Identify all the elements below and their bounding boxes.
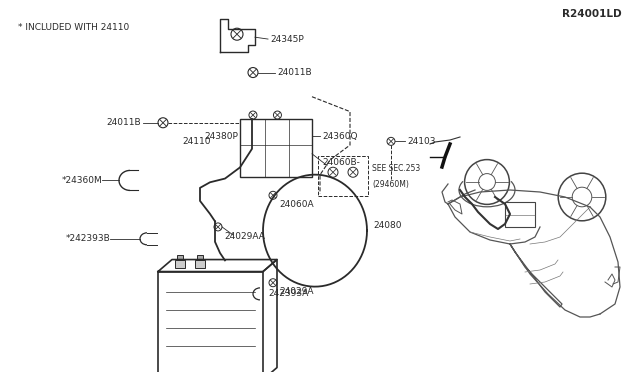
Bar xyxy=(175,260,185,268)
Text: 24060A: 24060A xyxy=(279,200,314,209)
Text: 242393A: 242393A xyxy=(268,289,308,298)
Text: 24011B: 24011B xyxy=(106,118,141,127)
Bar xyxy=(195,260,205,268)
Text: 24345P: 24345P xyxy=(270,35,304,44)
Bar xyxy=(505,202,535,227)
Text: 24110: 24110 xyxy=(182,137,211,146)
Text: 24060B-: 24060B- xyxy=(322,158,360,167)
Text: 24080: 24080 xyxy=(373,221,401,230)
Text: (29460M): (29460M) xyxy=(372,180,409,189)
Text: R24001LD: R24001LD xyxy=(563,9,622,19)
Text: 24360Q: 24360Q xyxy=(322,132,358,141)
Bar xyxy=(158,272,263,372)
Bar xyxy=(197,255,204,260)
Text: 24103: 24103 xyxy=(407,137,435,146)
Text: 24029A: 24029A xyxy=(279,287,314,296)
Text: 24011B: 24011B xyxy=(277,68,312,77)
Text: SEE SEC.253: SEE SEC.253 xyxy=(372,164,420,173)
Bar xyxy=(318,156,368,196)
Text: *242393B: *242393B xyxy=(65,234,110,243)
Text: 24029AA: 24029AA xyxy=(224,232,265,241)
Bar xyxy=(177,255,183,260)
Text: * INCLUDED WITH 24110: * INCLUDED WITH 24110 xyxy=(18,22,129,32)
Bar xyxy=(240,119,312,177)
Text: *24360M: *24360M xyxy=(61,176,102,185)
Text: 24380P: 24380P xyxy=(204,132,238,141)
